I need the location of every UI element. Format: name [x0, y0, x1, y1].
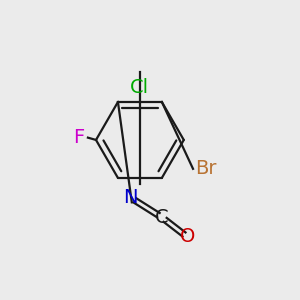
Text: F: F	[73, 128, 85, 147]
Text: N: N	[123, 188, 138, 207]
Text: O: O	[180, 227, 195, 247]
Text: Cl: Cl	[130, 78, 149, 97]
Text: C: C	[155, 208, 169, 227]
Text: Br: Br	[195, 159, 217, 178]
